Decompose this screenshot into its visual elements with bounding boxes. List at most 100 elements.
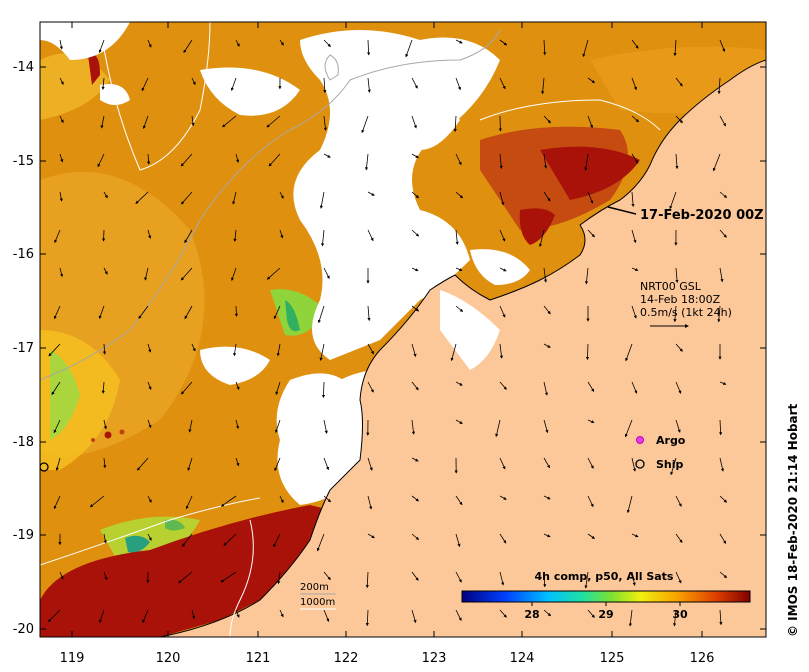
current-vector-arrow [631, 77, 637, 91]
ship-label: Ship [656, 458, 684, 471]
current-vector-arrow [232, 191, 237, 205]
current-vector-arrow [266, 115, 281, 128]
current-vector-arrow [323, 153, 331, 158]
current-vector-arrow [233, 343, 237, 357]
current-vector-arrow [59, 153, 64, 163]
current-vector-arrow [411, 267, 419, 272]
vector-source: NRT00 GSL [640, 280, 702, 293]
current-vector-arrow [103, 191, 108, 199]
current-vector-arrow [191, 343, 196, 352]
current-vector-arrow [102, 343, 107, 355]
current-vector-arrow [191, 609, 196, 620]
current-vector-arrow [180, 191, 193, 205]
current-vector-arrow [499, 153, 503, 169]
current-vector-arrow [180, 381, 193, 395]
cloud-mask [40, 22, 130, 60]
current-vector-arrow [587, 419, 595, 424]
current-vector-arrow [719, 191, 728, 199]
current-vector-arrow [147, 343, 152, 353]
isobath-1000m [40, 497, 261, 566]
map-plot-area [40, 22, 766, 637]
current-vector-arrow [279, 191, 284, 199]
current-vector-arrow [367, 305, 371, 322]
current-vector-arrow [53, 495, 61, 510]
current-vector-arrow [625, 343, 633, 362]
current-vector-arrow [499, 77, 506, 90]
current-vector-arrow [273, 533, 281, 548]
current-vector-arrow [584, 153, 589, 171]
current-vector-arrow [587, 77, 596, 84]
sst-hot-zone [519, 208, 555, 245]
current-vector-arrow [587, 115, 593, 129]
current-vector-arrow [543, 343, 551, 348]
current-vector-arrow [718, 419, 723, 436]
current-vector-arrow [147, 419, 152, 429]
current-vector-arrow [97, 153, 105, 168]
current-vector-arrow [230, 77, 237, 92]
current-vector-arrow [628, 609, 633, 627]
vector-scale: 0.5m/s (1kt 24h) [640, 306, 732, 319]
colorbar: 4h comp, p50, All Sats 28 29 30 [461, 570, 751, 621]
sst-hot-zone [540, 146, 640, 200]
current-vector-arrow [455, 495, 463, 506]
current-vector-arrow [147, 495, 152, 503]
axis-ticks [40, 22, 766, 637]
current-vector-arrow [543, 533, 551, 538]
current-vector-arrow [541, 77, 545, 95]
current-vector-arrow [631, 305, 637, 319]
current-vector-arrow [411, 343, 417, 358]
current-vector-arrow [543, 381, 548, 396]
current-vector-arrow [178, 571, 193, 584]
current-vector-arrow [587, 609, 595, 619]
current-vector-arrow [89, 495, 105, 508]
current-vector-arrow [279, 609, 284, 618]
lon-axis: 119 120 121 122 123 124 125 126 [60, 651, 715, 666]
current-vector-arrow [455, 305, 464, 313]
current-vector-arrow [323, 115, 327, 131]
sst-hot-zone [88, 54, 100, 85]
current-vector-arrow [367, 343, 374, 355]
colorbar-tick-label: 28 [524, 608, 539, 621]
credit-label: © IMOS 18-Feb-2020 21:14 Hobart [786, 403, 800, 637]
current-vector-arrow [279, 495, 284, 504]
current-vector-arrow [455, 191, 464, 199]
current-vector-arrow [455, 533, 461, 548]
current-vector-arrow [235, 39, 240, 47]
current-vector-arrow [631, 229, 637, 244]
marker-legend: Argo Ship [635, 434, 686, 471]
current-vectors [47, 39, 728, 627]
current-vector-arrow [54, 229, 61, 244]
lat-tick-label: -14 [13, 60, 34, 75]
current-vector-arrow [675, 267, 679, 284]
current-vector-arrow [275, 381, 281, 395]
current-vector-arrow [499, 381, 507, 390]
current-vector-arrow [717, 77, 721, 95]
current-vector-arrow [543, 457, 550, 469]
current-vector-arrow [180, 267, 193, 281]
lon-tick-label: 121 [246, 651, 271, 666]
current-vector-arrow [411, 305, 420, 312]
current-vector-arrow [184, 305, 193, 320]
current-vector-arrow [675, 419, 681, 433]
lat-tick-label: -19 [13, 528, 34, 543]
isobath-1000m [99, 22, 211, 171]
current-vector-arrow [185, 495, 193, 510]
vector-time: 14-Feb 18:00Z [640, 293, 721, 306]
sst-hot-zone [40, 505, 330, 637]
current-vector-arrow [323, 457, 330, 471]
current-vector-arrow [411, 191, 420, 199]
coastline [159, 59, 766, 637]
current-vector-arrow [367, 381, 374, 393]
current-vector-arrow [631, 115, 640, 123]
cloud-mask [440, 290, 500, 370]
colorbar-title: 4h comp, p50, All Sats [535, 570, 674, 583]
current-vector-arrow [719, 115, 726, 127]
current-vector-arrow [141, 77, 149, 92]
current-vector-arrow [499, 39, 508, 46]
current-vector-arrow [184, 229, 193, 244]
current-vector-arrow [319, 191, 325, 209]
current-vector-arrow [624, 419, 633, 438]
current-vector-arrow [499, 191, 505, 206]
current-vector-arrow [543, 419, 549, 434]
current-vector-arrow [279, 229, 284, 239]
